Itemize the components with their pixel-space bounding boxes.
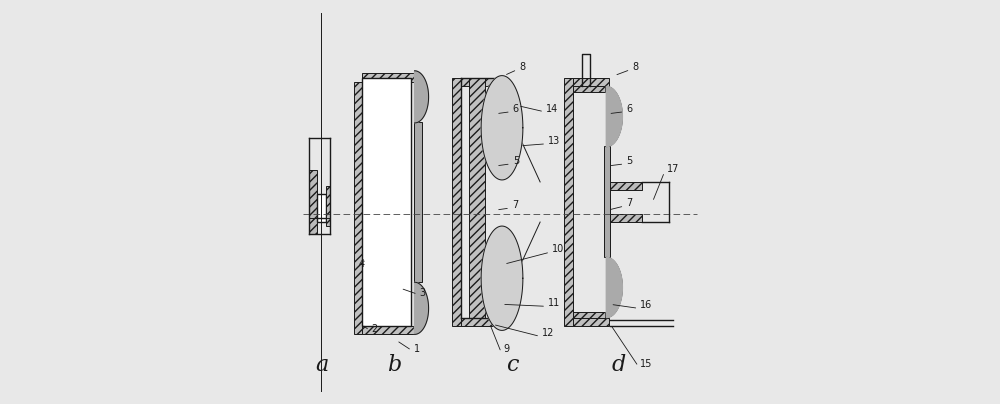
Bar — [573, 78, 609, 86]
Bar — [452, 78, 461, 326]
Bar — [309, 186, 317, 234]
Bar — [461, 318, 497, 326]
Text: 8: 8 — [519, 61, 525, 72]
Polygon shape — [415, 71, 429, 123]
Text: 15: 15 — [640, 358, 653, 368]
Bar — [604, 146, 610, 257]
Bar — [499, 236, 505, 282]
Bar — [354, 82, 362, 335]
Text: 7: 7 — [626, 198, 633, 208]
Bar — [610, 182, 642, 190]
Text: 2: 2 — [371, 324, 377, 335]
Bar — [573, 312, 605, 318]
Bar — [326, 194, 330, 226]
Polygon shape — [481, 76, 523, 180]
Text: c: c — [506, 354, 518, 375]
Bar — [362, 326, 415, 335]
Text: 1: 1 — [414, 344, 420, 354]
Text: 16: 16 — [640, 300, 653, 310]
Text: 12: 12 — [542, 328, 555, 339]
Polygon shape — [606, 86, 622, 147]
Text: 6: 6 — [513, 104, 519, 114]
Bar — [499, 122, 505, 168]
Text: 4: 4 — [359, 259, 365, 269]
Bar — [469, 78, 485, 318]
Polygon shape — [606, 257, 622, 318]
Text: 7: 7 — [512, 200, 518, 210]
Bar — [317, 198, 326, 222]
Bar — [461, 78, 497, 86]
Text: 11: 11 — [548, 298, 560, 308]
Text: 17: 17 — [667, 164, 679, 174]
Bar — [573, 86, 605, 92]
Bar — [564, 78, 573, 326]
Bar — [317, 194, 326, 218]
Text: b: b — [387, 354, 401, 375]
Bar — [573, 318, 609, 326]
Text: 3: 3 — [419, 288, 425, 298]
Text: 8: 8 — [632, 61, 639, 72]
Text: 14: 14 — [546, 104, 558, 114]
Text: 5: 5 — [626, 156, 633, 166]
Polygon shape — [481, 226, 523, 330]
Text: 10: 10 — [552, 244, 564, 254]
Text: 5: 5 — [513, 156, 519, 166]
Bar — [309, 170, 317, 218]
Text: 9: 9 — [503, 345, 509, 354]
Polygon shape — [415, 282, 429, 335]
Bar — [414, 122, 422, 282]
Text: a: a — [315, 354, 328, 375]
Bar — [362, 73, 415, 82]
Bar — [326, 186, 330, 218]
Bar — [362, 78, 411, 326]
Text: 6: 6 — [626, 104, 633, 114]
Bar — [610, 214, 642, 222]
Text: 13: 13 — [548, 136, 560, 146]
Text: d: d — [611, 354, 625, 375]
